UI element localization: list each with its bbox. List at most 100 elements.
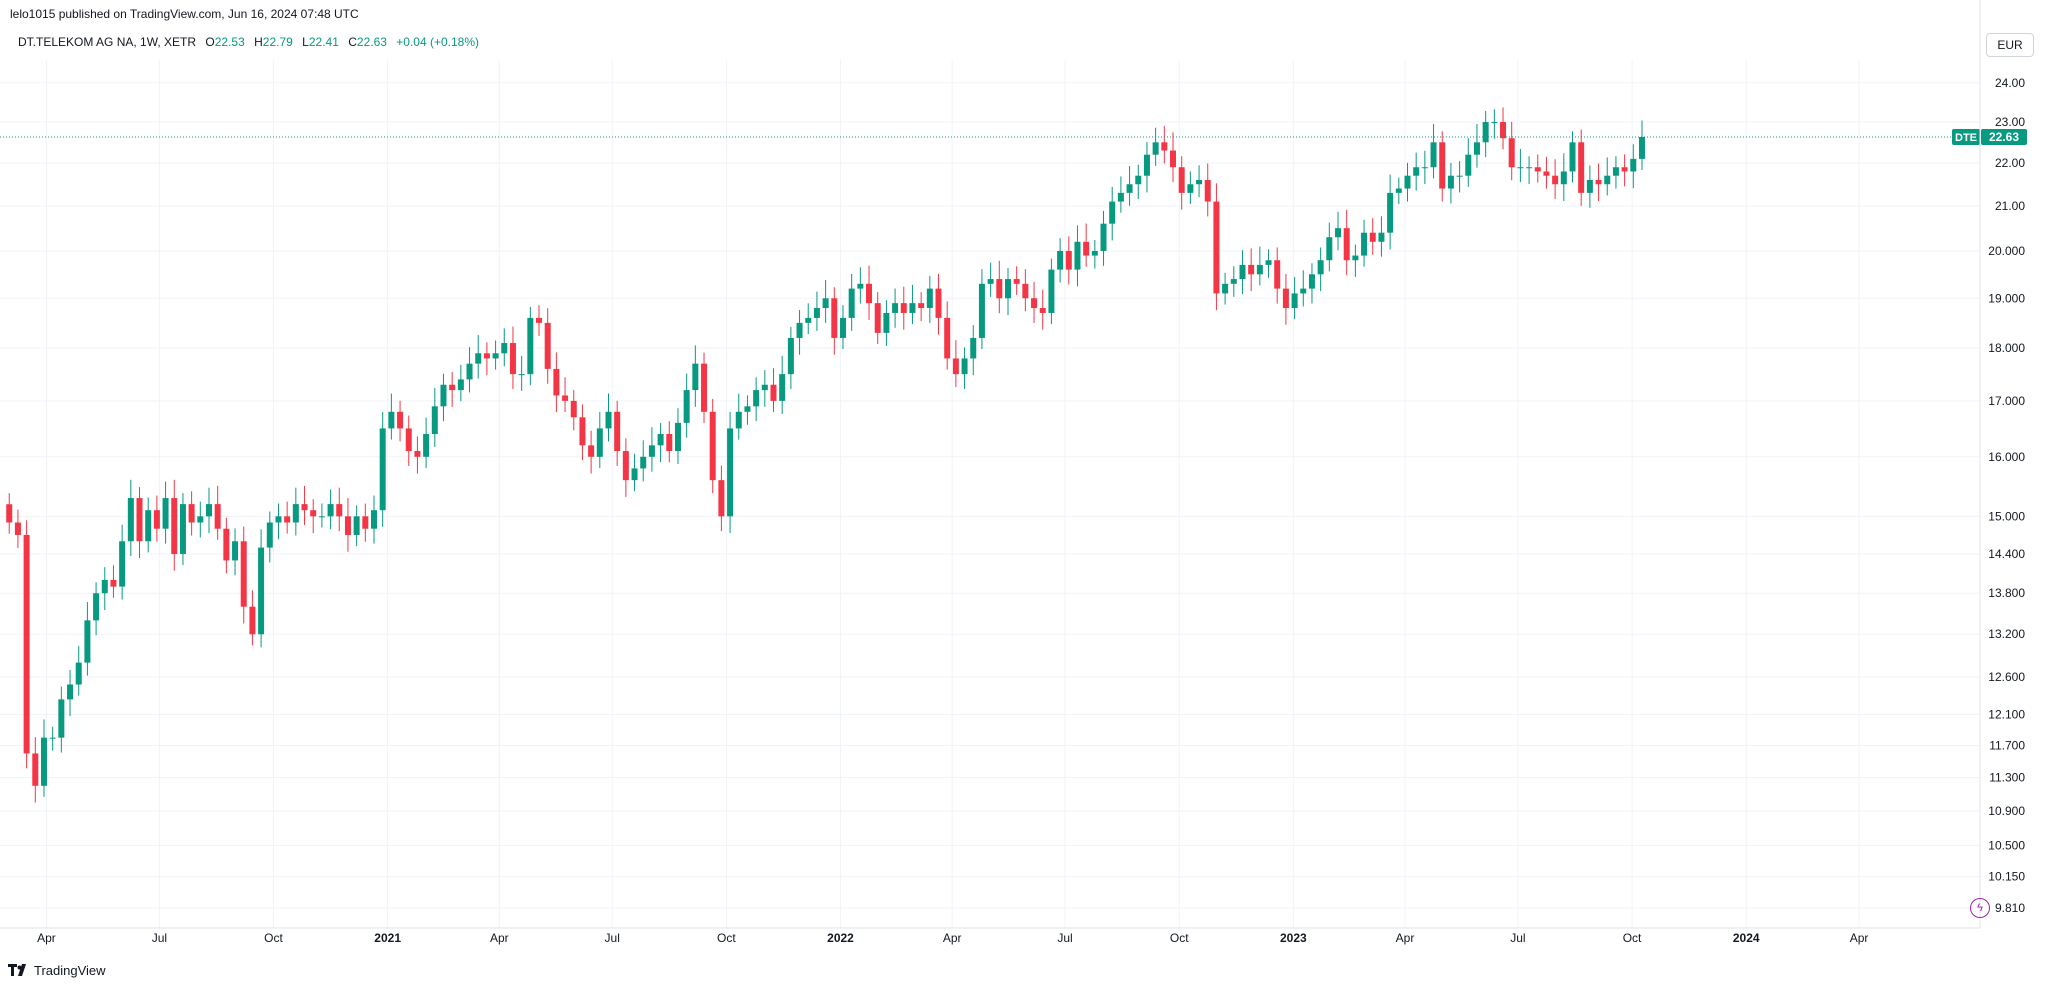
candle-body — [205, 504, 212, 517]
candle — [779, 355, 786, 414]
candle — [1109, 186, 1116, 241]
candle — [1039, 289, 1046, 330]
candle-body — [1057, 250, 1064, 270]
candle-body — [353, 516, 360, 535]
candle-body — [371, 510, 378, 529]
candle — [40, 719, 47, 797]
candle — [1482, 111, 1489, 158]
candle-body — [1378, 232, 1385, 242]
candle-body — [1517, 167, 1524, 169]
candle-body — [657, 434, 664, 446]
candle-body — [1586, 179, 1593, 193]
candle-body — [1048, 269, 1055, 313]
candle — [1508, 121, 1515, 181]
candle-body — [1578, 142, 1585, 193]
candle — [223, 517, 230, 574]
y-tick-label: 9.810 — [1995, 901, 2025, 915]
currency-button[interactable]: EUR — [1986, 33, 2034, 57]
candle — [423, 417, 430, 468]
candle — [1308, 263, 1315, 304]
price-axis[interactable]: 24.00 23.00 22.00 21.00 20.000 19.000 18.000 17… — [1979, 0, 2025, 928]
candle-body — [379, 428, 386, 511]
candle-body — [362, 516, 369, 529]
candle — [1595, 163, 1602, 202]
candle-body — [1326, 237, 1333, 261]
candle — [1465, 138, 1472, 187]
publish-header: lelo1015 published on TradingView.com, J… — [0, 0, 2048, 28]
y-tick-label: 13.800 — [1988, 586, 2025, 600]
candle-body — [388, 411, 395, 429]
y-tick-label: 12.100 — [1988, 708, 2025, 722]
candle-body — [171, 498, 178, 554]
candle-body — [1604, 175, 1611, 185]
candle — [1126, 165, 1133, 206]
candle — [1326, 222, 1333, 272]
candle-body — [648, 445, 655, 457]
candle — [1135, 164, 1142, 200]
candle — [553, 352, 560, 413]
candle-body — [631, 468, 638, 481]
candle — [327, 489, 334, 530]
candle-body — [605, 411, 612, 429]
candle — [588, 430, 595, 474]
time-axis[interactable]: Apr Jul Oct 2021 Apr Jul Oct 2022 Apr Jul Oct 2023 A… — [0, 927, 1980, 945]
candle-body — [544, 322, 551, 369]
candle-body — [1612, 167, 1619, 176]
candle — [162, 481, 169, 544]
candle — [622, 438, 629, 497]
candle — [1604, 157, 1611, 196]
candle-body — [301, 504, 308, 511]
y-tick-label: 17.000 — [1988, 394, 2025, 408]
candle — [562, 377, 569, 413]
candle — [614, 400, 621, 466]
candle — [1265, 249, 1272, 278]
candle — [1161, 125, 1168, 164]
x-tick-label: Oct — [264, 931, 283, 945]
candle-body — [692, 363, 699, 391]
candle — [692, 345, 699, 407]
candle-body — [1152, 142, 1159, 155]
candle — [249, 590, 256, 646]
candle — [1031, 281, 1038, 323]
candle-body — [1074, 241, 1081, 270]
candle-body — [1282, 288, 1289, 309]
candle-body — [1004, 279, 1011, 299]
candle — [1048, 258, 1055, 325]
candle-body — [49, 737, 56, 739]
candle — [1456, 161, 1463, 193]
candle-body — [440, 384, 447, 407]
candle — [1317, 247, 1324, 292]
lightning-icon[interactable]: ϟ — [1970, 898, 1990, 918]
candle — [579, 404, 586, 461]
candle-body — [414, 451, 421, 457]
candle-body — [1439, 142, 1446, 189]
candle — [1291, 276, 1298, 320]
candle — [353, 505, 360, 547]
candle-body — [197, 516, 204, 523]
candle — [336, 487, 343, 532]
tradingview-logo-icon — [8, 964, 26, 976]
candle-body — [1369, 232, 1376, 242]
candle — [961, 347, 968, 390]
candle-body — [1569, 142, 1576, 172]
candle — [483, 342, 490, 376]
candle-body — [1109, 201, 1116, 224]
tradingview-footer[interactable]: TradingView — [8, 960, 106, 980]
candle-body — [275, 516, 282, 523]
candle — [509, 326, 516, 390]
candle-body — [1465, 154, 1472, 176]
candle — [492, 340, 499, 370]
candle-body — [570, 400, 577, 418]
candle-body — [162, 498, 169, 529]
candle — [1213, 183, 1220, 311]
candle-body — [1404, 175, 1411, 189]
candle-body — [1222, 283, 1229, 294]
candle-body — [127, 498, 134, 542]
candle — [1343, 209, 1350, 276]
candle — [318, 503, 325, 528]
candle-body — [1560, 171, 1567, 185]
candle-body — [1317, 260, 1324, 275]
candle-body — [1638, 136, 1645, 159]
candle — [831, 287, 838, 355]
